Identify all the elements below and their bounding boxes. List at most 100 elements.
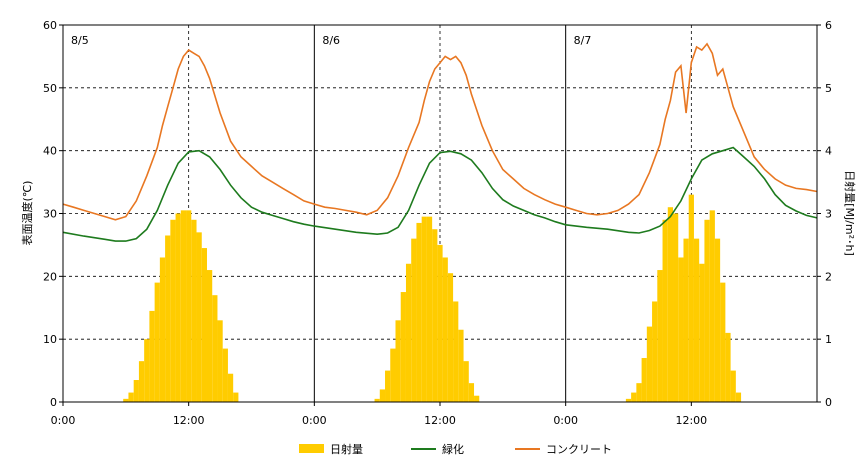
bar: [154, 282, 160, 402]
series-日射量: [123, 194, 742, 402]
bar: [636, 383, 642, 402]
legend-swatch-日射量: [299, 444, 324, 453]
y2-tick-label: 0: [825, 396, 832, 409]
bar: [474, 395, 480, 402]
bar: [217, 320, 223, 402]
bar: [693, 238, 700, 402]
series-コンクリート: [62, 42, 818, 221]
y2-tick-label: 3: [825, 208, 832, 221]
y-tick-label: 10: [43, 333, 57, 346]
bar: [175, 213, 181, 402]
y2-tick-label: 1: [825, 333, 832, 346]
bar: [165, 235, 171, 402]
bar: [149, 310, 155, 402]
day-label: 8/5: [71, 34, 89, 47]
x-tick-label: 12:00: [173, 414, 205, 427]
bar: [714, 238, 721, 402]
x-tick-label: 0:00: [302, 414, 327, 427]
bar: [683, 238, 689, 402]
bar: [191, 219, 197, 402]
y-tick-label: 40: [43, 145, 57, 158]
bar: [447, 273, 454, 402]
y2-tick-label: 6: [825, 19, 832, 32]
bar: [144, 339, 150, 402]
left-axis-ticks: 0 10 20 30 40 50 60: [43, 19, 63, 409]
bar: [233, 392, 239, 402]
bar: [400, 292, 406, 402]
series-緑化: [62, 146, 818, 242]
day-labels: 8/5 8/6 8/7: [71, 34, 591, 47]
x-tick-label: 12:00: [424, 414, 456, 427]
bar: [196, 232, 202, 402]
x-tick-label: 0:00: [553, 414, 578, 427]
y2-tick-label: 4: [825, 145, 832, 158]
bar: [735, 392, 742, 402]
bar: [411, 238, 417, 402]
bar: [720, 282, 726, 402]
day-label: 8/6: [322, 34, 340, 47]
bar: [625, 398, 632, 402]
bar: [704, 219, 710, 402]
bar: [709, 210, 715, 402]
y2-tick-label: 2: [825, 270, 832, 283]
bar: [374, 398, 380, 402]
bar: [390, 348, 396, 402]
bar: [395, 320, 401, 402]
y2-tick-label: 5: [825, 82, 832, 95]
bar: [667, 207, 674, 402]
bar: [222, 348, 228, 402]
bar: [159, 257, 166, 402]
bar: [468, 383, 475, 402]
legend-label-コンクリート: コンクリート: [546, 443, 612, 456]
bar: [170, 219, 176, 402]
bar: [652, 301, 658, 402]
bar: [730, 370, 736, 402]
y-tick-label: 50: [43, 82, 57, 95]
bar: [133, 380, 139, 402]
bar: [641, 358, 647, 402]
bar: [463, 361, 469, 402]
bar: [227, 373, 234, 402]
bar: [442, 257, 448, 402]
bar: [416, 222, 422, 402]
bar: [206, 270, 213, 402]
bar: [657, 270, 663, 402]
legend-label-日射量: 日射量: [330, 442, 363, 456]
bar: [379, 389, 386, 402]
bar: [138, 361, 145, 402]
bar: [426, 216, 433, 402]
bar: [678, 257, 684, 402]
bar: [673, 213, 679, 402]
x-axis-ticks: 0:00 12:00 0:00 12:00 0:00 12:00: [51, 402, 707, 427]
y-tick-label: 60: [43, 19, 57, 32]
bar: [699, 263, 705, 402]
y-tick-label: 0: [50, 396, 57, 409]
bar: [437, 244, 443, 402]
bar: [180, 210, 187, 402]
bar: [725, 332, 731, 402]
bar: [186, 210, 192, 402]
bar: [201, 248, 207, 402]
day-label: 8/7: [574, 34, 592, 47]
bar: [405, 263, 412, 402]
y2-axis-title: 日射量[MJ/m²･h]: [843, 170, 857, 256]
legend-label-緑化: 緑化: [442, 442, 464, 456]
bar: [646, 326, 653, 402]
bar: [212, 295, 218, 402]
bar: [453, 301, 459, 402]
bar: [128, 392, 134, 402]
bar: [631, 392, 637, 402]
bar: [421, 216, 427, 402]
bar: [123, 398, 129, 402]
y-tick-label: 20: [43, 270, 57, 283]
bar: [432, 229, 438, 402]
right-axis-ticks: 0 1 2 3 4 5 6: [817, 19, 832, 409]
bar: [688, 194, 694, 402]
legend: 日射量 緑化 コンクリート: [299, 442, 612, 456]
y-tick-label: 30: [43, 208, 57, 221]
y-axis-title: 表面温度(℃): [20, 181, 34, 246]
bar: [385, 370, 391, 402]
x-tick-label: 0:00: [51, 414, 76, 427]
bar: [458, 329, 464, 402]
